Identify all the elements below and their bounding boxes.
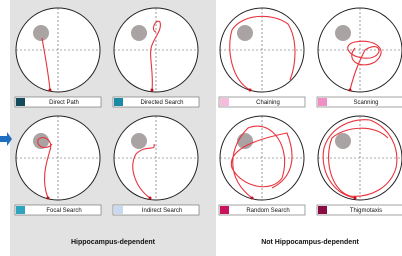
platform — [33, 25, 49, 41]
platform — [131, 25, 147, 41]
start-point — [354, 197, 357, 200]
strategy-label: Thigmotaxis — [350, 208, 382, 214]
start-point — [349, 89, 352, 92]
start-point — [251, 197, 254, 200]
group-label: Not Hippocampus-dependent — [261, 239, 359, 246]
legend-swatch — [318, 98, 327, 106]
start-point — [49, 89, 52, 92]
strategy-label: Direct Path — [49, 100, 79, 106]
start-point — [249, 89, 252, 92]
legend-swatch — [318, 206, 327, 214]
platform — [131, 133, 147, 149]
strategy-label: Random Search — [246, 208, 289, 214]
strategy-label: Scanning — [353, 100, 378, 106]
legend-swatch — [114, 98, 123, 106]
strategy-label: Directed Search — [140, 100, 183, 106]
strategy-label: Chaining — [256, 100, 280, 106]
start-point — [149, 197, 152, 200]
platform — [237, 25, 253, 41]
figure: Hippocampus-dependent Not Hippocampus-de… — [0, 0, 402, 256]
platform — [335, 25, 351, 41]
group-label: Hippocampus-dependent — [71, 239, 156, 246]
legend-swatch — [220, 98, 229, 106]
legend-swatch — [220, 206, 229, 214]
start-point — [151, 89, 154, 92]
legend-swatch — [114, 206, 123, 214]
legend-swatch — [16, 98, 25, 106]
legend-swatch — [16, 206, 25, 214]
start-point — [47, 197, 50, 200]
strategy-label: Focal Search — [46, 208, 81, 214]
platform — [335, 133, 351, 149]
strategy-label: Indirect Search — [142, 208, 182, 214]
